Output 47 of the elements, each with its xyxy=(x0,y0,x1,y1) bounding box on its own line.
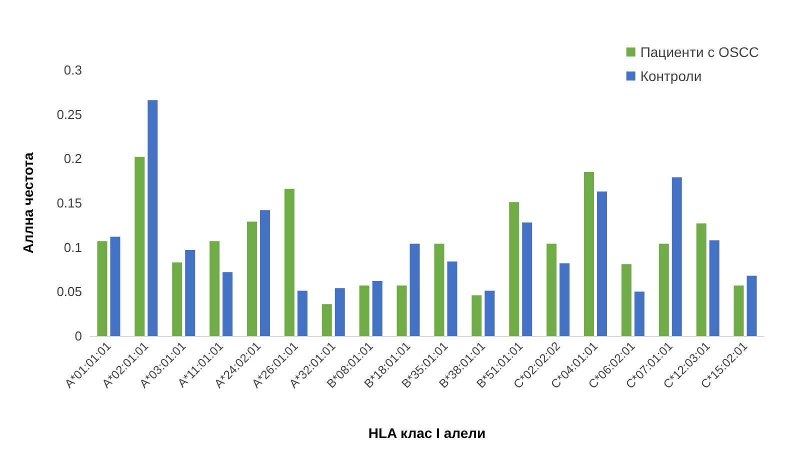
bar xyxy=(322,304,332,336)
bar xyxy=(172,262,182,336)
bar xyxy=(696,223,706,336)
bar xyxy=(97,241,108,336)
bar xyxy=(472,295,482,336)
bar xyxy=(484,290,495,336)
bar xyxy=(584,172,594,336)
bar xyxy=(334,288,345,336)
bar xyxy=(222,272,233,336)
bar xyxy=(396,285,407,336)
bar xyxy=(247,222,257,336)
legend-label: Контроли xyxy=(640,68,702,84)
bar xyxy=(597,191,607,336)
bar xyxy=(410,244,420,336)
y-tick-label: 0 xyxy=(74,328,82,344)
bar xyxy=(560,263,570,336)
y-tick-label: 0.25 xyxy=(56,106,82,122)
bar xyxy=(185,250,196,336)
bar xyxy=(546,244,557,336)
bar xyxy=(359,285,370,336)
y-axis-title: Аллна честота xyxy=(20,152,36,254)
bar xyxy=(509,202,520,336)
bar xyxy=(134,156,145,336)
bar xyxy=(672,177,682,336)
y-tick-label: 0.1 xyxy=(64,240,82,255)
bar xyxy=(746,276,757,336)
bar xyxy=(284,188,294,336)
bar xyxy=(110,236,120,336)
bar xyxy=(447,262,458,336)
bar xyxy=(297,290,308,336)
bar xyxy=(260,210,270,336)
bar xyxy=(434,244,444,336)
legend-label: Пациенти с OSCC xyxy=(640,44,760,60)
y-tick-label: 0.15 xyxy=(56,196,82,210)
bar xyxy=(709,240,720,336)
bar xyxy=(522,222,532,336)
bar xyxy=(148,100,158,336)
bar xyxy=(372,281,382,336)
y-tick-label: 0.05 xyxy=(56,284,82,300)
x-axis-title: HLA клас I алели xyxy=(368,425,486,441)
bar xyxy=(634,292,644,336)
bar xyxy=(658,244,669,336)
y-tick-label: 0.3 xyxy=(64,62,82,78)
bar xyxy=(621,264,632,336)
bar xyxy=(734,285,744,336)
y-tick-label: 0.2 xyxy=(64,151,82,166)
bar xyxy=(210,241,220,336)
